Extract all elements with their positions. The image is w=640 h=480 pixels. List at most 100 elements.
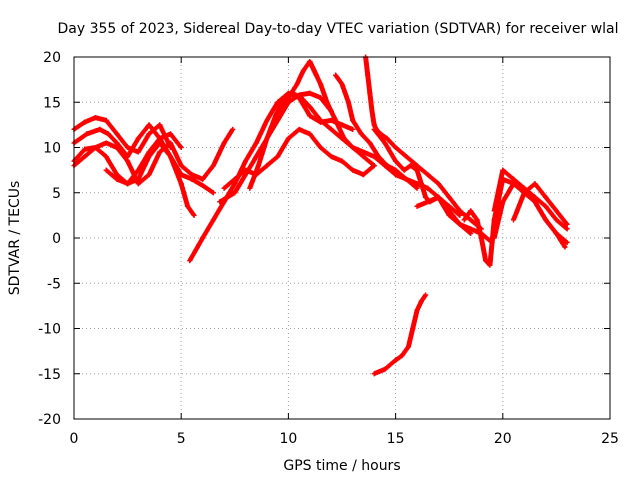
data-point [414, 307, 420, 313]
data-point [230, 126, 236, 132]
series-arc-15 [371, 292, 429, 377]
data-point [483, 258, 489, 264]
data-point [414, 163, 420, 169]
data-point [345, 99, 351, 105]
series-arc-17 [461, 176, 570, 268]
x-tick-label: 10 [279, 431, 297, 447]
data-point [264, 117, 270, 123]
data-point [350, 145, 356, 150]
data-point [82, 119, 88, 125]
data-points [71, 54, 570, 377]
data-point [511, 181, 517, 187]
series-arc-14 [371, 126, 474, 236]
data-point [307, 131, 313, 137]
grid [74, 57, 610, 419]
series-arc-20 [511, 181, 570, 227]
data-point [210, 190, 216, 196]
data-point [333, 117, 339, 123]
data-point [543, 203, 549, 209]
data-point [564, 221, 570, 227]
data-point [264, 135, 270, 141]
data-point [307, 104, 313, 110]
data-point [82, 146, 88, 152]
series-arc-6 [187, 90, 356, 264]
data-point [375, 154, 381, 160]
data-point [382, 366, 388, 372]
data-point [135, 176, 141, 182]
series-arc-19 [491, 167, 568, 250]
data-point [457, 208, 463, 214]
data-point [532, 199, 538, 205]
series-arc-9 [247, 90, 377, 191]
data-point [178, 172, 184, 178]
data-point [553, 230, 559, 236]
data-marker-run [406, 326, 416, 350]
data-point [157, 135, 163, 141]
x-tick-label: 25 [601, 431, 619, 447]
data-point [371, 163, 377, 169]
x-tick-labels: 0 5 10 15 20 25 [70, 431, 619, 447]
data-point [393, 172, 399, 178]
data-point [461, 217, 467, 223]
data-point [350, 167, 356, 173]
data-point [146, 131, 152, 137]
data-point [103, 140, 109, 146]
data-point [384, 163, 390, 169]
data-point [521, 190, 527, 196]
y-tick-label: 20 [43, 50, 61, 66]
y-axis-label: SDTVAR / TECUs [7, 181, 23, 296]
data-point [360, 172, 366, 178]
data-point [403, 154, 409, 160]
data-point [157, 122, 163, 128]
data-point [318, 95, 324, 101]
data-point [307, 113, 313, 119]
data-point [200, 235, 206, 241]
data-point [333, 72, 339, 78]
data-point [553, 208, 559, 214]
data-point [328, 154, 334, 160]
axis-ticks [73, 56, 611, 420]
data-point [446, 212, 452, 218]
data-point [135, 135, 141, 141]
data-point [491, 208, 497, 214]
series-arc-4 [71, 126, 236, 187]
data-point [82, 154, 88, 160]
data-point [468, 208, 474, 214]
data-point [200, 183, 206, 189]
data-point [318, 81, 324, 87]
data-point [414, 203, 420, 209]
data-point [285, 135, 291, 141]
x-tick-label: 5 [177, 431, 186, 447]
data-point [318, 145, 324, 150]
data-point [423, 292, 429, 298]
data-point [157, 149, 163, 155]
data-point [146, 122, 152, 128]
data-point [281, 95, 287, 101]
data-point [275, 99, 281, 105]
data-point [371, 122, 377, 128]
data-point [185, 203, 191, 209]
data-point [298, 95, 304, 101]
data-point [200, 176, 206, 182]
data-point [114, 131, 120, 137]
y-tick-label: 10 [43, 141, 61, 157]
data-point [543, 217, 549, 223]
data-point [423, 194, 429, 200]
data-point [221, 140, 227, 146]
data-point [253, 154, 259, 160]
data-marker-run [178, 181, 191, 209]
data-point [103, 117, 109, 123]
data-point [393, 167, 399, 173]
data-point [146, 154, 152, 160]
y-tick-label: -5 [47, 276, 61, 292]
data-point [135, 181, 141, 187]
data-point [446, 194, 452, 200]
y-tick-label: 15 [43, 95, 61, 111]
data-point [221, 185, 227, 191]
data-point [384, 135, 390, 141]
data-point [114, 145, 120, 150]
data-point [399, 353, 405, 359]
data-point [371, 371, 377, 377]
data-point [350, 126, 356, 132]
